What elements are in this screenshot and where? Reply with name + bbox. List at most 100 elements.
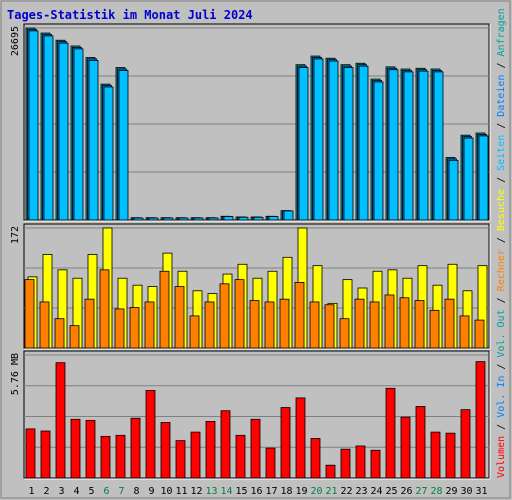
bar-seiten-day-16 [253, 216, 264, 221]
chart-title: Tages-Statistik im Monat Juli 2024 [7, 8, 253, 22]
legend-separator: / [496, 291, 507, 309]
bar-rechner-day-15 [234, 279, 245, 349]
bar-rechner-day-20 [309, 301, 320, 349]
bar-volumen-day-12 [190, 431, 201, 479]
legend-item: Anfragen [496, 8, 507, 56]
bar-seiten-day-23 [358, 65, 369, 221]
bar-rechner-day-18 [279, 298, 290, 349]
legend-item: Vol. In [496, 376, 507, 418]
day-label-30: 30 [460, 486, 472, 497]
bar-volumen-day-29 [445, 432, 456, 479]
bar-seiten-day-31 [478, 135, 489, 221]
bar-seiten-day-26 [403, 71, 414, 221]
bar-seiten-day-19 [298, 67, 309, 221]
day-label-22: 22 [340, 486, 352, 497]
bar-volumen-day-7 [115, 434, 126, 479]
day-label-7: 7 [118, 486, 124, 497]
bar-seiten-day-27 [418, 70, 429, 221]
bar-volumen-day-30 [460, 409, 471, 479]
legend-separator: / [496, 117, 507, 135]
bar-volumen-day-26 [400, 416, 411, 479]
bar-volumen-day-20 [310, 438, 321, 479]
bar-seiten-day-13 [208, 217, 219, 221]
day-label-15: 15 [235, 486, 247, 497]
bar-rechner-day-27 [414, 300, 425, 349]
bar-rechner-day-23 [354, 298, 365, 349]
bar-volumen-day-11 [175, 440, 186, 479]
day-label-6: 6 [103, 486, 109, 497]
bar-rechner-day-2 [39, 301, 50, 349]
bar-seiten-day-29 [448, 159, 459, 221]
bar-volumen-day-25 [385, 387, 396, 479]
legend-separator: / [496, 358, 507, 376]
bar-rechner-day-29 [444, 298, 455, 349]
legend-separator: / [496, 231, 507, 249]
bar-volumen-day-13 [205, 421, 216, 479]
bar-rechner-day-5 [84, 298, 95, 349]
bar-volumen-day-18 [280, 407, 291, 479]
bar-volumen-day-17 [265, 447, 276, 479]
bar-seiten-day-17 [268, 216, 279, 221]
bar-rechner-day-7 [114, 308, 125, 349]
bar-seiten-day-18 [283, 210, 294, 221]
legend-item: Besuche [496, 189, 507, 231]
day-label-14: 14 [220, 486, 232, 497]
right-legend: Volumen / Vol. In / Vol. Out / Rechner /… [496, 8, 507, 478]
panel-volume: 5.76 MB [10, 350, 491, 480]
bar-seiten-day-24 [373, 81, 384, 221]
legend-separator: / [496, 56, 507, 74]
panel-visits: 172 [10, 223, 491, 350]
bar-volumen-day-9 [145, 390, 156, 479]
bar-seiten-day-10 [163, 217, 174, 221]
bar-rechner-day-25 [384, 294, 395, 349]
bar-rechner-day-13 [204, 301, 215, 349]
bar-volumen-day-5 [85, 419, 96, 479]
legend-item: Dateien [496, 75, 507, 117]
bar-rechner-day-12 [189, 315, 200, 349]
day-label-13: 13 [205, 486, 217, 497]
bar-volumen-day-1 [25, 428, 36, 479]
bar-volumen-day-8 [130, 417, 141, 479]
day-label-2: 2 [43, 486, 49, 497]
bar-seiten-day-14 [223, 216, 234, 221]
bar-volumen-day-22 [340, 448, 351, 479]
bar-rechner-day-26 [399, 297, 410, 349]
bar-volumen-day-21 [325, 464, 336, 479]
day-label-11: 11 [175, 486, 187, 497]
bar-seiten-day-4 [73, 48, 84, 221]
legend-separator: / [496, 171, 507, 189]
day-label-24: 24 [370, 486, 382, 497]
day-label-31: 31 [475, 486, 487, 497]
y-max-label: 172 [10, 226, 21, 244]
day-label-25: 25 [385, 486, 397, 497]
day-label-4: 4 [73, 486, 79, 497]
day-label-1: 1 [28, 486, 34, 497]
y-max-label: 5.76 MB [10, 353, 21, 395]
panel-hits: 26695 [10, 23, 491, 222]
day-label-10: 10 [160, 486, 172, 497]
day-label-16: 16 [250, 486, 262, 497]
day-label-12: 12 [190, 486, 202, 497]
bar-volumen-day-14 [220, 410, 231, 479]
bar-volumen-day-10 [160, 422, 171, 479]
bar-seiten-day-5 [88, 59, 99, 221]
bar-rechner-day-19 [294, 282, 305, 349]
day-label-19: 19 [295, 486, 307, 497]
bar-seiten-day-25 [388, 69, 399, 221]
bar-volumen-day-31 [475, 361, 486, 479]
bar-rechner-day-4 [69, 325, 80, 349]
legend-item: Seiten [496, 135, 507, 171]
bar-volumen-day-6 [100, 435, 111, 479]
bar-rechner-day-22 [339, 318, 350, 349]
day-label-20: 20 [310, 486, 322, 497]
day-label-5: 5 [88, 486, 94, 497]
y-max-label: 26695 [10, 26, 21, 56]
bar-volumen-day-24 [370, 449, 381, 479]
bar-rechner-day-31 [474, 319, 485, 349]
legend-item: Vol. Out [496, 309, 507, 357]
bar-volumen-day-23 [355, 445, 366, 479]
bar-rechner-day-14 [219, 283, 230, 349]
bar-seiten-day-6 [103, 86, 114, 221]
bar-volumen-day-19 [295, 397, 306, 479]
